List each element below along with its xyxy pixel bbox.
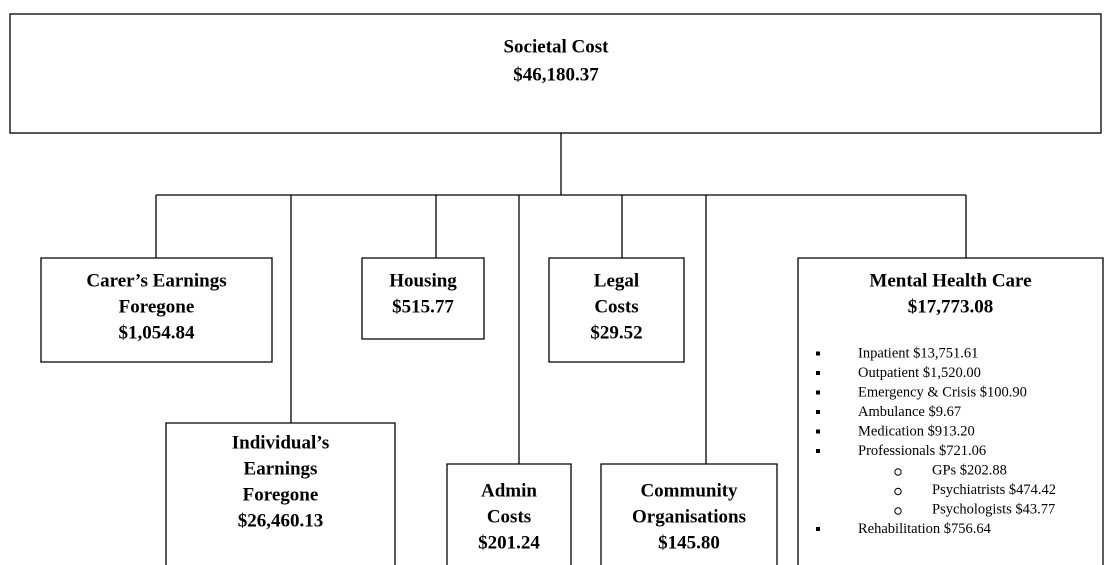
node-value: $29.52 xyxy=(590,322,642,343)
sub-item: GPs $202.88 xyxy=(932,462,1007,478)
node-label: Mental Health Care xyxy=(869,270,1031,291)
node-value: $201.24 xyxy=(478,532,540,553)
item: Outpatient $1,520.00 xyxy=(858,365,981,381)
node-label: Legal xyxy=(594,270,639,291)
bullet xyxy=(816,429,820,434)
bullet xyxy=(816,449,820,453)
connector xyxy=(156,133,966,196)
bullet xyxy=(816,390,820,395)
item: Professionals $721.06 xyxy=(858,443,986,459)
root-box xyxy=(9,13,1102,134)
item: Medication $913.20 xyxy=(858,423,975,439)
node-value: $145.80 xyxy=(658,532,720,553)
bullet xyxy=(816,527,820,531)
node-box xyxy=(40,257,273,363)
item: Rehabilitation $756.64 xyxy=(858,521,992,537)
item: Inpatient $13,751.61 xyxy=(858,345,978,361)
bullet xyxy=(816,351,820,356)
node-value: $515.77 xyxy=(392,296,454,317)
node-value: $26,460.13 xyxy=(238,510,324,531)
bullet xyxy=(816,371,820,375)
item: Emergency & Crisis $100.90 xyxy=(858,384,1027,400)
node-label: Admin xyxy=(481,480,537,501)
node-label: Costs xyxy=(487,506,531,527)
node-label: Community xyxy=(640,480,738,501)
node-box xyxy=(446,463,572,565)
node-box xyxy=(548,257,685,363)
sub-bullet xyxy=(894,507,902,515)
sub-item: Psychiatrists $474.42 xyxy=(932,482,1056,498)
node-label: Individual’s xyxy=(232,432,330,453)
sub-bullet xyxy=(894,487,902,496)
node-value: $1,054.84 xyxy=(119,322,196,343)
node-label: Carer’s Earnings xyxy=(86,270,226,291)
node-label: Earnings xyxy=(244,458,318,479)
node-box xyxy=(361,257,485,340)
item: Ambulance $9.67 xyxy=(858,404,961,420)
node-label: Organisations xyxy=(632,506,746,527)
node-label: Foregone xyxy=(243,484,319,505)
node-label: Costs xyxy=(594,296,638,317)
node-label: Housing xyxy=(389,270,457,291)
node-box xyxy=(165,422,396,565)
sub-item: Psychologists $43.77 xyxy=(932,501,1055,517)
root-label: Societal Cost xyxy=(503,36,609,57)
node-value: $17,773.08 xyxy=(908,296,994,317)
node-box xyxy=(600,463,778,565)
node-box xyxy=(797,257,1104,565)
bullet xyxy=(816,410,820,414)
root-value: $46,180.37 xyxy=(513,64,599,85)
node-label: Foregone xyxy=(119,296,195,317)
sub-bullet xyxy=(894,468,902,476)
